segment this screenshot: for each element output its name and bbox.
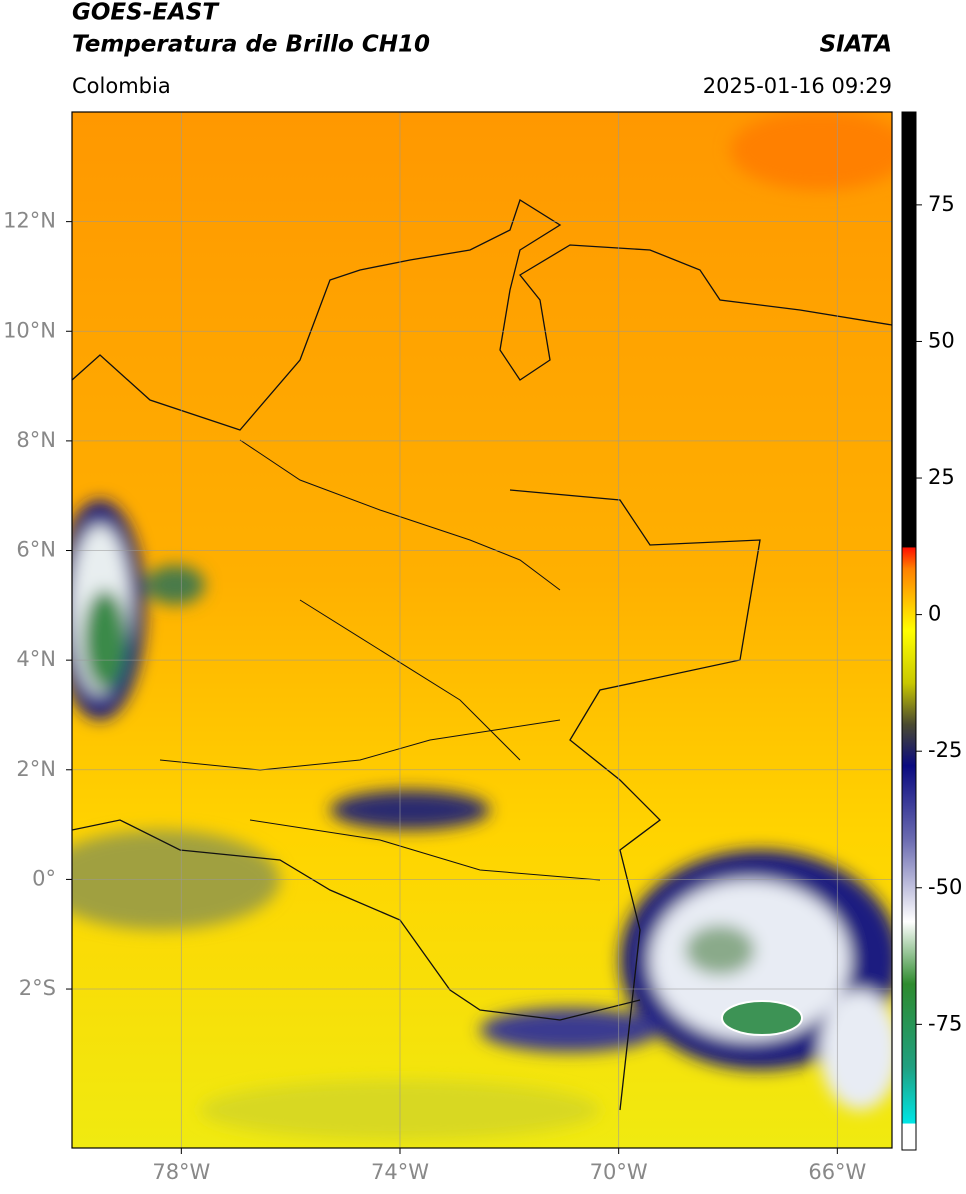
lat-tick-label: 12°N [3,209,56,233]
source: SIATA [820,32,892,58]
colorbar-tick-label: -75 [928,1011,962,1035]
colorbar-tick-label: 50 [928,328,955,352]
lat-tick-label: 2°N [16,757,56,781]
subtitle: Temperatura de Brillo CH10 [72,32,430,58]
map-image [72,112,892,1148]
lat-tick-label: 4°N [16,647,56,671]
title: GOES-EAST [72,0,220,26]
lat-tick-label: 8°N [16,428,56,452]
datetime: 2025-01-16 09:29 [703,74,892,98]
colorbar-tick-label: -25 [928,738,962,762]
region: Colombia [72,74,171,98]
lon-tick-label: 70°W [590,1160,648,1184]
colorbar-tick-label: 75 [928,192,955,216]
lon-tick-label: 74°W [371,1160,429,1184]
colorbar-tick-label: 0 [928,602,941,626]
lat-tick-label: 10°N [3,318,56,342]
colorbar-tick-label: 25 [928,465,955,489]
colorbar-tick-label: -50 [928,875,962,899]
colorbar [901,111,917,1151]
lat-tick-label: 6°N [16,538,56,562]
lat-tick-label: 2°S [19,976,56,1000]
lon-tick-label: 78°W [152,1160,210,1184]
map-frame [71,111,893,1149]
lat-tick-label: 0° [32,866,56,890]
lon-tick-label: 66°W [808,1160,866,1184]
